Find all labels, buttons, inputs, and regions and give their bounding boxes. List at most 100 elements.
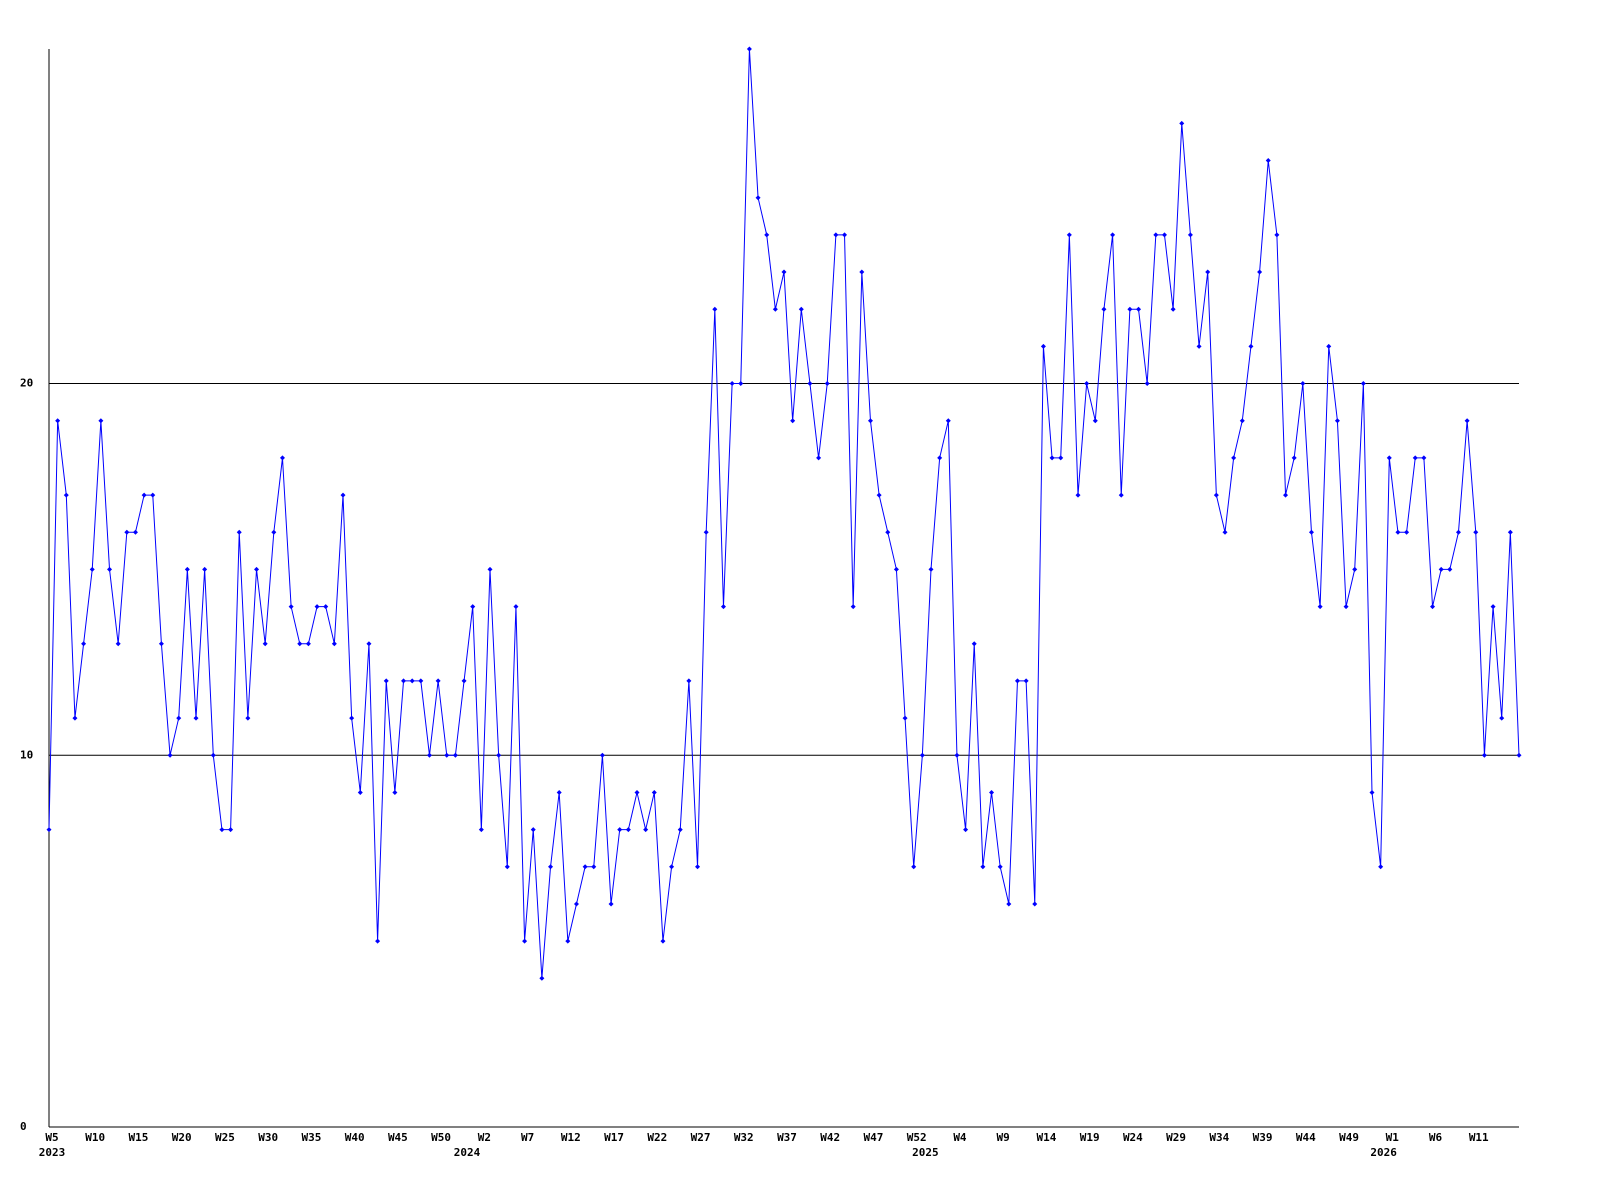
data-point: [1300, 381, 1306, 387]
x-tick-label: W30: [258, 1131, 278, 1144]
data-point: [755, 195, 761, 201]
x-tick-label: W14: [1036, 1131, 1056, 1144]
data-point: [885, 529, 891, 535]
data-point: [608, 901, 614, 907]
data-point: [1265, 158, 1271, 164]
x-tick-label: W1: [1386, 1131, 1400, 1144]
y-tick-label: 20: [20, 377, 33, 390]
year-label: 2023: [39, 1146, 66, 1159]
year-label: 2026: [1370, 1146, 1397, 1159]
data-point: [833, 232, 839, 238]
data-point: [902, 715, 908, 721]
data-point: [1014, 678, 1020, 684]
data-point: [504, 864, 510, 870]
data-point: [1248, 343, 1254, 349]
x-tick-label: W19: [1080, 1131, 1100, 1144]
data-point: [210, 752, 216, 758]
data-point: [798, 306, 804, 312]
x-tick-label: W50: [431, 1131, 451, 1144]
data-point: [1213, 492, 1219, 498]
data-point: [487, 566, 493, 572]
x-tick-label: W27: [691, 1131, 711, 1144]
x-tick-label: W45: [388, 1131, 408, 1144]
data-point: [444, 752, 450, 758]
data-point: [1196, 343, 1202, 349]
data-point: [158, 641, 164, 647]
data-point: [1153, 232, 1159, 238]
data-point: [1075, 492, 1081, 498]
data-point: [1326, 343, 1332, 349]
data-point: [1343, 604, 1349, 610]
data-point: [478, 827, 484, 833]
data-point: [470, 604, 476, 610]
data-point: [669, 864, 675, 870]
data-point: [591, 864, 597, 870]
data-point: [1360, 381, 1366, 387]
data-point: [107, 566, 113, 572]
data-point: [1084, 381, 1090, 387]
data-point: [712, 306, 718, 312]
data-point: [219, 827, 225, 833]
x-tick-label: W34: [1209, 1131, 1229, 1144]
x-tick-label: W2: [478, 1131, 491, 1144]
data-point: [980, 864, 986, 870]
data-point: [548, 864, 554, 870]
data-point: [703, 529, 709, 535]
x-tick-label: W9: [997, 1131, 1010, 1144]
data-point: [1231, 455, 1237, 461]
data-point: [530, 827, 536, 833]
data-point: [435, 678, 441, 684]
data-point: [1136, 306, 1142, 312]
data-point: [323, 604, 329, 610]
data-point: [1161, 232, 1167, 238]
data-point: [660, 938, 666, 944]
data-point: [254, 566, 260, 572]
data-point: [764, 232, 770, 238]
x-tick-label: W11: [1469, 1131, 1489, 1144]
x-tick-label: W12: [561, 1131, 581, 1144]
x-tick-label: W25: [215, 1131, 235, 1144]
data-point: [426, 752, 432, 758]
data-point: [288, 604, 294, 610]
data-point: [340, 492, 346, 498]
data-point: [772, 306, 778, 312]
data-point: [1257, 269, 1263, 275]
data-point: [1187, 232, 1193, 238]
data-point: [496, 752, 502, 758]
data-point: [1404, 529, 1410, 535]
data-point: [842, 232, 848, 238]
x-tick-label: W49: [1339, 1131, 1359, 1144]
data-point: [1144, 381, 1150, 387]
x-tick-label: W5: [45, 1131, 58, 1144]
x-tick-label: W20: [172, 1131, 192, 1144]
data-line: [48, 48, 1520, 979]
data-point: [513, 604, 519, 610]
data-point: [816, 455, 822, 461]
data-point: [115, 641, 121, 647]
data-point: [1352, 566, 1358, 572]
data-point: [746, 46, 752, 52]
data-point: [617, 827, 623, 833]
data-point: [271, 529, 277, 535]
data-point: [1516, 752, 1522, 758]
data-point: [1032, 901, 1038, 907]
data-point: [720, 604, 726, 610]
x-tick-label: W24: [1123, 1131, 1143, 1144]
data-point: [911, 864, 917, 870]
data-point: [954, 752, 960, 758]
data-point: [971, 641, 977, 647]
data-point: [392, 789, 398, 795]
data-point: [184, 566, 190, 572]
data-point: [1378, 864, 1384, 870]
data-point: [695, 864, 701, 870]
data-point: [919, 752, 925, 758]
data-point: [1006, 901, 1012, 907]
year-label: 2025: [912, 1146, 939, 1159]
data-point: [790, 418, 796, 424]
data-point: [1110, 232, 1116, 238]
data-point: [461, 678, 467, 684]
data-point: [409, 678, 415, 684]
data-point: [202, 566, 208, 572]
x-tick-label: W6: [1429, 1131, 1443, 1144]
data-point: [1170, 306, 1176, 312]
